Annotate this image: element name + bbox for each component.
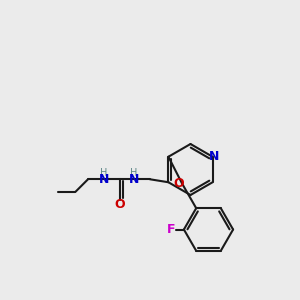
Text: F: F: [167, 223, 175, 236]
Text: H: H: [100, 168, 108, 178]
Text: N: N: [129, 173, 139, 186]
Text: O: O: [173, 178, 184, 190]
Text: O: O: [115, 198, 125, 211]
Text: N: N: [99, 173, 109, 186]
Text: H: H: [130, 168, 138, 178]
Text: N: N: [209, 150, 219, 163]
